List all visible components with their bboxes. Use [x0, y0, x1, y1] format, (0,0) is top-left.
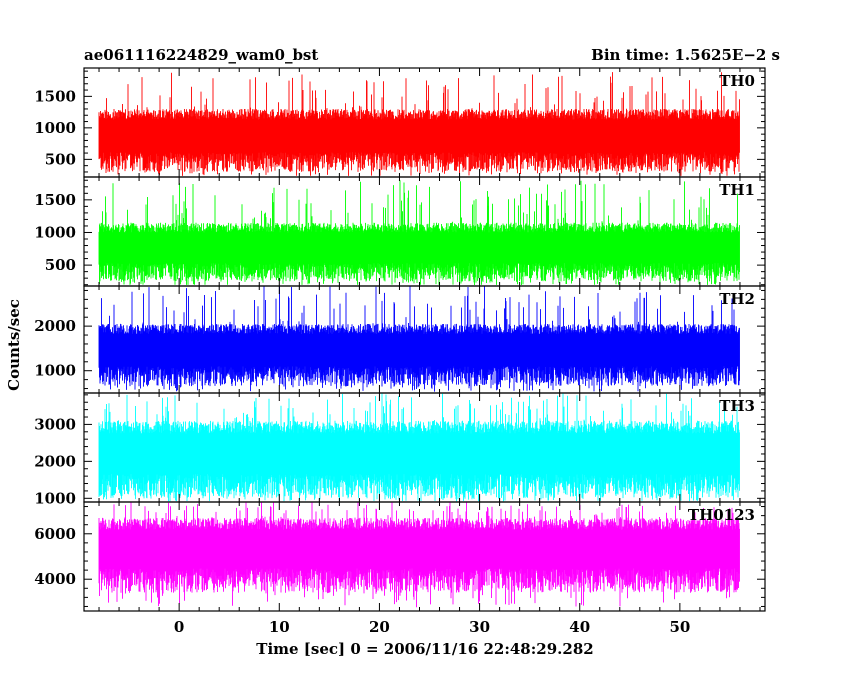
panel-th3: 1000 2000 3000 TH3: [34, 392, 766, 507]
y-tick-label: 500: [45, 256, 76, 274]
x-tick-label: 50: [669, 618, 690, 636]
series-trace-th2: [98, 286, 740, 392]
panel-label-th1: TH1: [719, 181, 755, 199]
y-tick-label: 1000: [34, 489, 76, 507]
panel-th1: 500 1000 1500 TH1: [34, 176, 766, 287]
x-tick-label: 40: [569, 618, 590, 636]
x-axis: 0 10 20 30 40 50: [174, 618, 690, 636]
x-axis-title: Time [sec] 0 = 2006/11/16 22:48:29.282: [256, 640, 593, 658]
y-axis-title: Counts/sec: [5, 299, 23, 391]
chart-title: ae061116224829_wam0_bst: [84, 46, 318, 64]
y-tick-label: 2000: [34, 452, 76, 470]
panel-label-th0: TH0: [719, 72, 755, 90]
x-tick-label: 30: [469, 618, 490, 636]
panel-label-th3: TH3: [719, 397, 755, 415]
x-tick-label: 10: [269, 618, 290, 636]
series-trace-th0123: [98, 502, 740, 608]
series-trace-th0: [98, 72, 740, 176]
y-tick-label: 6000: [34, 525, 76, 543]
panel-label-th0123: TH0123: [688, 506, 755, 524]
y-tick-label: 500: [45, 150, 76, 168]
panel-frame: [83, 501, 766, 612]
series-trace-th3: [98, 393, 740, 502]
panel-label-th2: TH2: [719, 290, 755, 308]
series-trace-th1: [98, 180, 740, 285]
y-tick-label: 2000: [34, 317, 76, 335]
y-tick-label: 1000: [34, 362, 76, 380]
y-tick-label: 3000: [34, 415, 76, 433]
y-tick-label: 1000: [34, 223, 76, 241]
x-tick-label: 0: [174, 618, 184, 636]
panel-th0: 500 1000 1500 TH0: [34, 67, 766, 178]
panels-group: 50010001500TH050010001500TH110002000TH21…: [34, 67, 766, 612]
bin-time-label: Bin time: 1.5625E−2 s: [591, 46, 780, 64]
y-tick-label: 1500: [34, 191, 76, 209]
panel-th2: 1000 2000 TH2: [34, 285, 766, 394]
y-tick-label: 1000: [34, 119, 76, 137]
panel-th0123: 4000 6000 TH0123: [34, 501, 766, 612]
y-tick-label: 4000: [34, 570, 76, 588]
y-tick-label: 1500: [34, 87, 76, 105]
x-tick-label: 20: [369, 618, 390, 636]
